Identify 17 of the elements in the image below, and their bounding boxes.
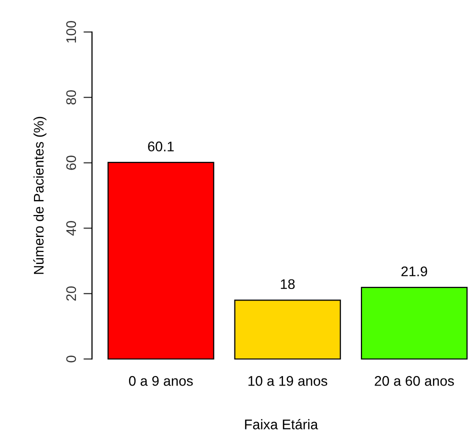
- x-tick-label: 10 a 19 anos: [248, 376, 328, 386]
- bar: [360, 286, 468, 360]
- bar: [108, 162, 214, 360]
- y-tick-label: 0: [66, 356, 76, 362]
- y-tick-label: 40: [66, 221, 76, 236]
- x-axis-title: Faixa Etária: [245, 419, 318, 430]
- y-tick-label: 100: [66, 20, 76, 43]
- bar: [234, 300, 341, 360]
- y-axis-title: Número de Pacientes (%): [33, 116, 46, 274]
- data-label: 21.9: [401, 266, 428, 276]
- y-tick-label: 80: [66, 90, 76, 105]
- x-tick-label: 20 a 60 anos: [374, 376, 454, 386]
- y-tick-label: 20: [66, 286, 76, 301]
- y-tick-label: 60: [66, 156, 76, 170]
- x-tick-label: 0 a 9 anos: [128, 376, 193, 386]
- data-label: 60.1: [148, 142, 174, 152]
- data-label: 18: [280, 279, 295, 290]
